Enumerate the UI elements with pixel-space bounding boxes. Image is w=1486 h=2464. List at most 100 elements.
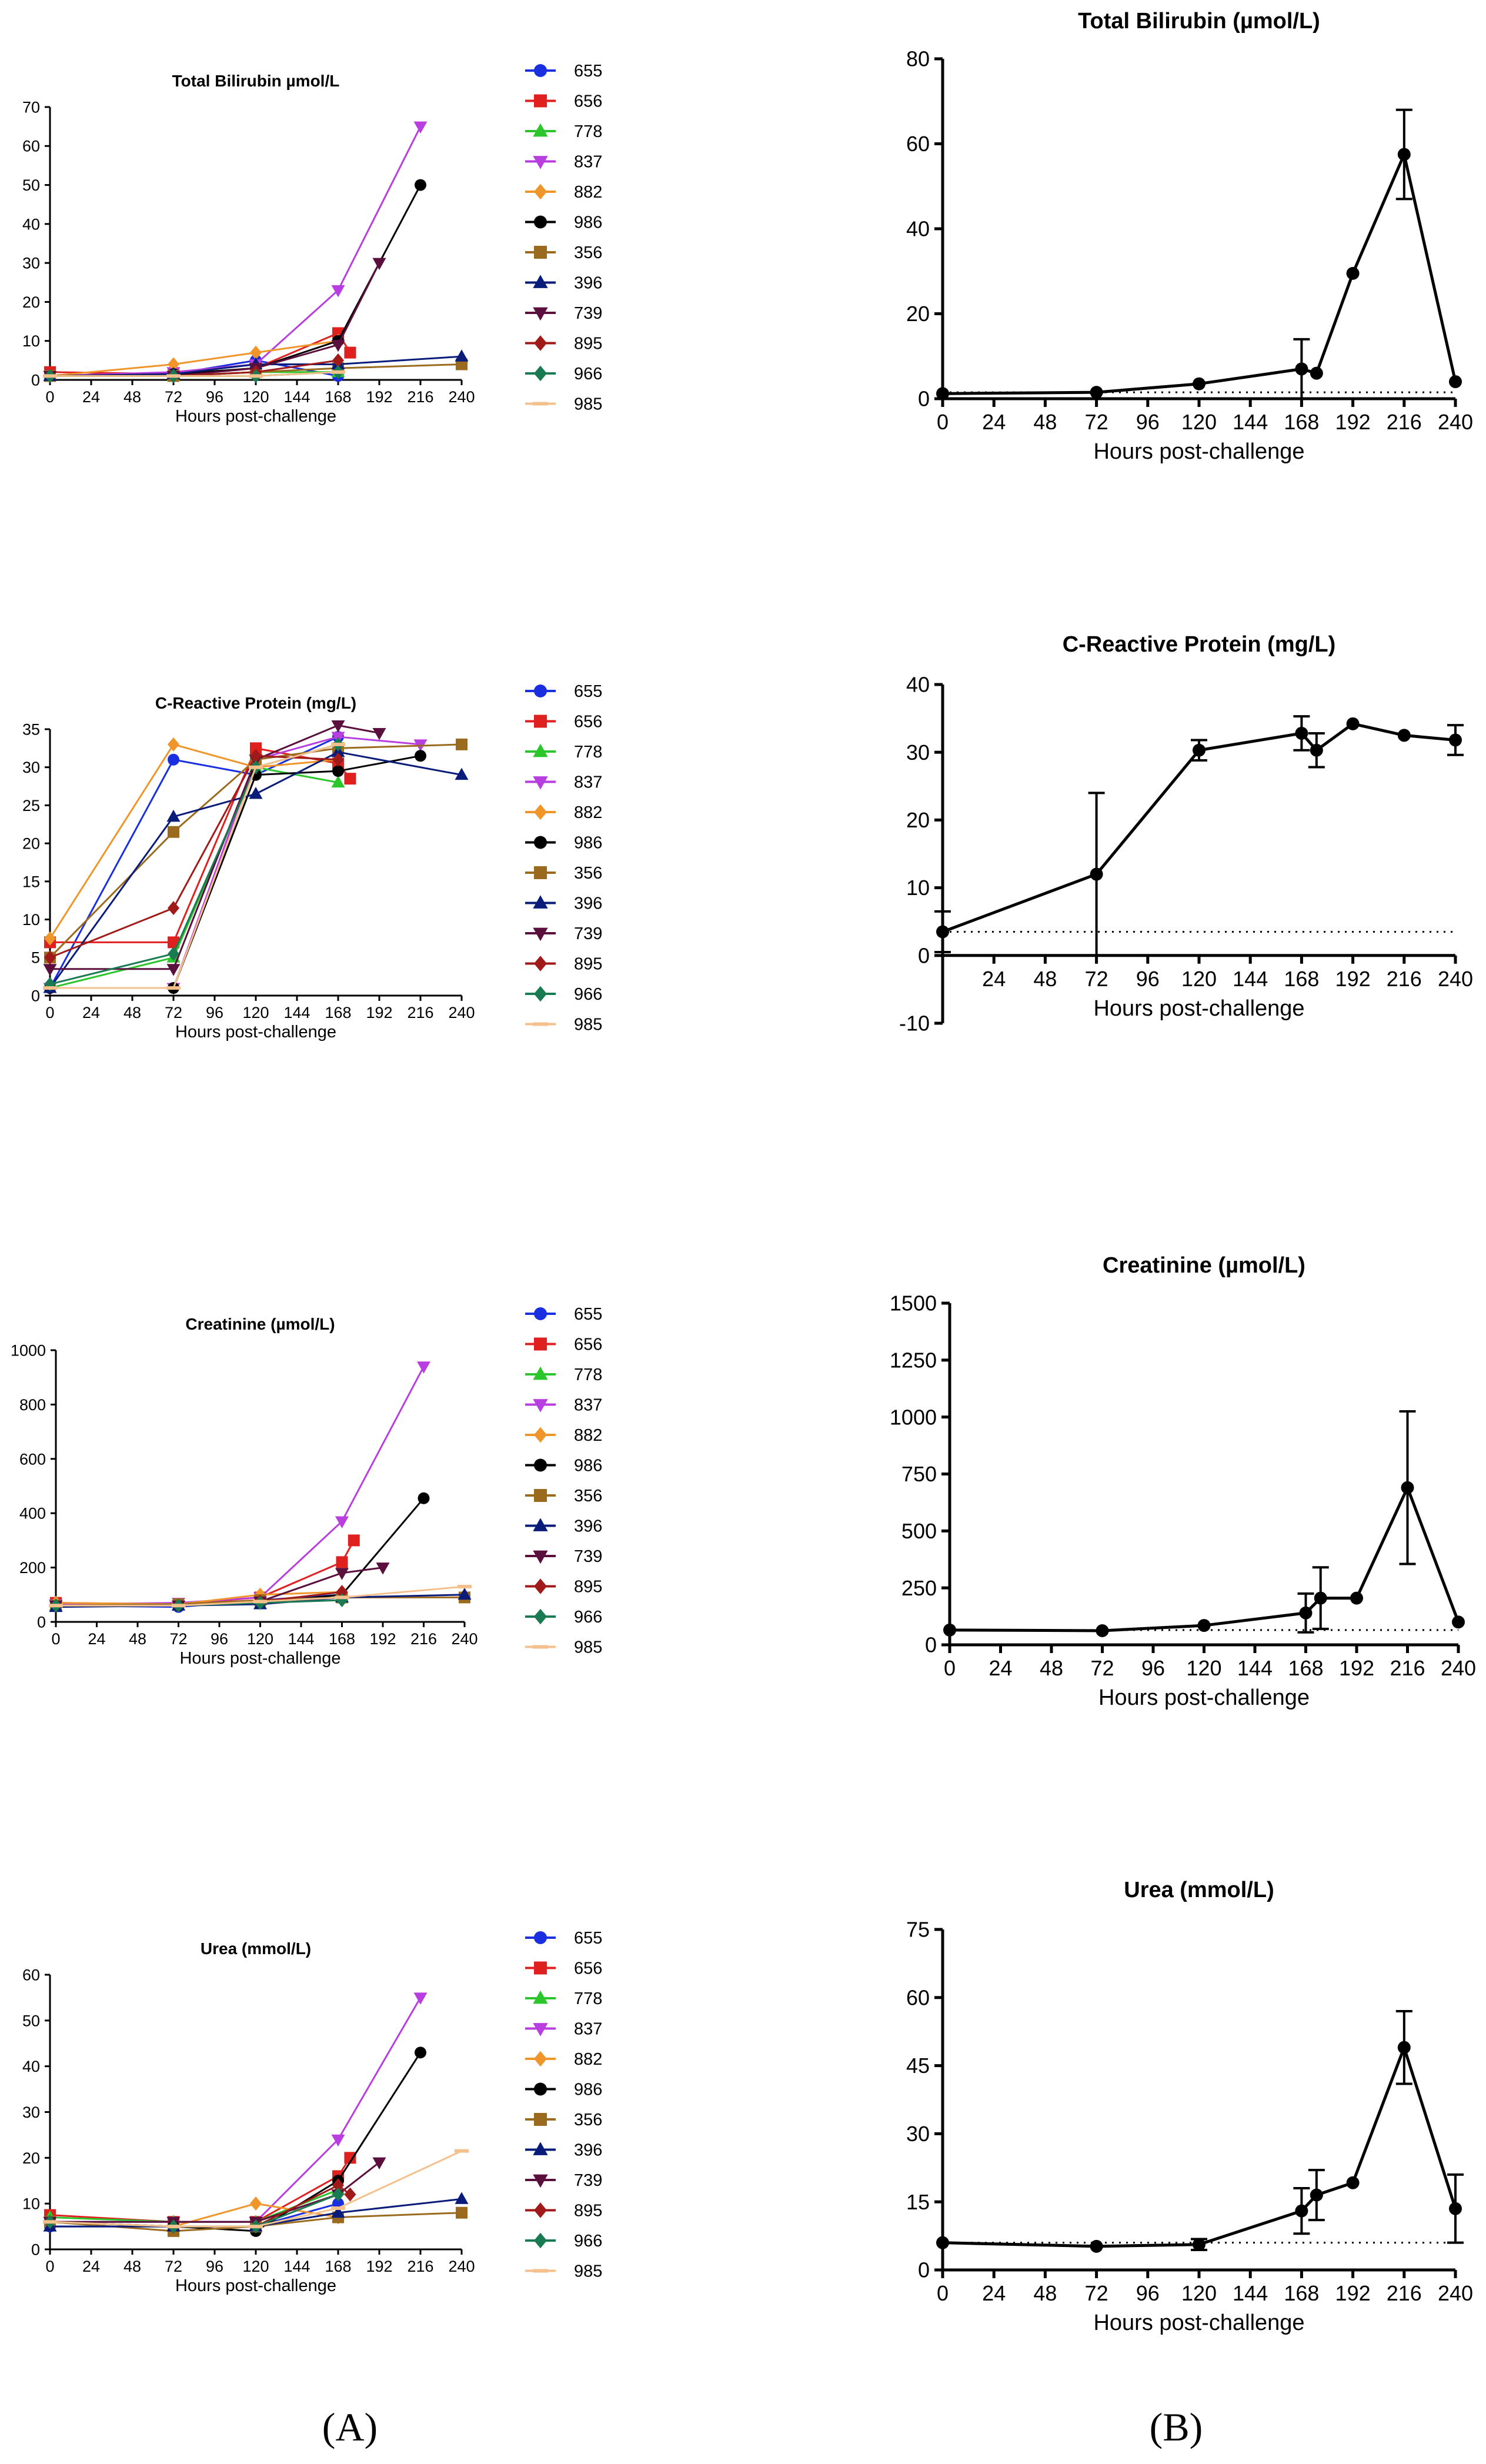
data-point [331, 775, 345, 788]
legend-label-895: 895 [574, 335, 602, 353]
data-point [250, 345, 262, 360]
x-tick-label: 168 [325, 1004, 351, 1021]
y-tick-label: 1000 [890, 1405, 937, 1429]
data-point [336, 1556, 348, 1568]
x-tick-label: 144 [283, 1004, 310, 1021]
x-tick-label: 72 [1085, 967, 1108, 991]
data-point [1449, 2202, 1462, 2215]
x-tick-label: 96 [206, 1004, 223, 1021]
data-point [1401, 1481, 1414, 1494]
y-tick-label: 15 [22, 873, 40, 890]
y-tick-label: 20 [906, 808, 930, 832]
y-tick-label: 250 [901, 1576, 937, 1600]
legend-label-396: 396 [574, 274, 602, 293]
x-tick-label: 96 [1141, 1656, 1165, 1680]
data-point [332, 752, 344, 767]
legend-marker-986 [534, 1458, 547, 1472]
chart-title: Creatinine (µmol/L) [1103, 1253, 1305, 1278]
x-tick-label: 168 [1284, 2281, 1319, 2305]
legend-marker-837 [533, 1399, 548, 1413]
x-axis-label: Hours post-challenge [1093, 2311, 1304, 2335]
x-tick-label: 72 [165, 2258, 182, 2275]
x-tick-label: 96 [1136, 2281, 1160, 2305]
series-985 [49, 1584, 472, 1608]
data-point [1397, 148, 1411, 161]
x-tick-label: 24 [982, 967, 1006, 991]
x-axis-label: Hours post-challenge [179, 1649, 340, 1668]
data-point [1295, 726, 1308, 740]
legend-label-778: 778 [574, 1989, 602, 2008]
y-tick-label: 0 [31, 371, 40, 389]
data-point [344, 346, 356, 359]
data-point [418, 1492, 430, 1504]
y-tick-label: 5 [31, 949, 40, 967]
legend-marker-837 [533, 156, 548, 169]
x-tick-label: 72 [1085, 410, 1108, 434]
panel-label-b: (B) [1150, 2405, 1203, 2449]
data-point [936, 387, 949, 400]
chart-title: C-Reactive Protein (mg/L) [1063, 632, 1336, 657]
legend-label-986: 986 [574, 213, 602, 232]
legend-label-655: 655 [574, 1305, 602, 1324]
chart-a-creatinine-mol-l: Creatinine (µmol/L) 0 200 400 600 800 1000 0 24 4… [11, 1305, 602, 1668]
x-tick-label: 192 [1335, 410, 1371, 434]
chart-title: C-Reactive Protein (mg/L) [155, 694, 356, 712]
y-tick-label: 400 [19, 1505, 46, 1523]
data-point [44, 931, 56, 946]
x-tick-label: 168 [1288, 1656, 1323, 1680]
data-point [458, 1587, 472, 1600]
legend-marker-656 [534, 1337, 547, 1351]
x-tick-label: 72 [165, 1004, 182, 1021]
x-tick-label: 72 [1085, 2281, 1108, 2305]
x-tick-label: 192 [1335, 967, 1371, 991]
data-point [1310, 743, 1323, 757]
data-point [943, 1623, 956, 1637]
x-tick-label: 24 [82, 2258, 100, 2275]
legend-marker-656 [534, 1961, 547, 1975]
legend-marker-895 [534, 335, 547, 351]
legend-marker-837 [533, 2023, 548, 2036]
x-tick-label: 120 [242, 1004, 269, 1021]
data-point [250, 749, 262, 763]
data-point [455, 2192, 469, 2204]
y-tick-label: 0 [925, 1633, 937, 1657]
data-point [1090, 2239, 1103, 2253]
x-axis-label: Hours post-challenge [175, 1023, 336, 1041]
data-point [1193, 2238, 1206, 2251]
chart-title: Total Bilirubin (µmol/L) [1078, 9, 1320, 34]
data-point [331, 2134, 345, 2147]
data-point [1310, 366, 1323, 380]
chart-a-urea-mmol-l: Urea (mmol/L) 0 10 20 30 40 50 60 0 24 48 72 96 120 14… [22, 1929, 602, 2295]
legend-marker-655 [534, 64, 547, 77]
data-point [344, 2187, 356, 2202]
series-line-mean [942, 722, 1456, 933]
legend-label-966: 966 [574, 985, 602, 1004]
x-tick-label: 168 [1284, 410, 1319, 434]
data-point [1449, 733, 1462, 747]
chart-a-c-reactive-protein-mg-l: C-Reactive Protein (mg/L) 0 5 10 15 20 25 30 35 0… [22, 682, 602, 1041]
data-point [331, 339, 345, 352]
legend-label-656: 656 [574, 713, 602, 732]
data-point [455, 349, 469, 362]
series-985 [43, 370, 345, 378]
legend-label-882: 882 [574, 2050, 602, 2069]
chart-b-creatinine-mol-l: Creatinine (µmol/L) 0 250 500 750 1000 1250 150… [890, 1253, 1476, 1710]
data-point [1346, 266, 1360, 280]
legend-label-895: 895 [574, 2202, 602, 2221]
x-tick-label: 48 [123, 2258, 141, 2275]
data-point [168, 753, 179, 766]
y-tick-label: 40 [22, 2058, 40, 2075]
legend-label-778: 778 [574, 1365, 602, 1384]
y-tick-label: 60 [906, 1985, 930, 2009]
x-tick-label: 192 [366, 1004, 392, 1021]
x-tick-label: 0 [45, 1004, 54, 1021]
legend-marker-356 [534, 1489, 547, 1502]
legend-label-966: 966 [574, 1608, 602, 1627]
legend-marker-778 [533, 743, 548, 757]
legend-label-656: 656 [574, 1335, 602, 1354]
legend-label-966: 966 [574, 2232, 602, 2251]
series-mean [943, 1410, 1465, 1637]
data-point [413, 121, 428, 134]
data-point [344, 773, 356, 785]
legend-label-837: 837 [574, 2020, 602, 2039]
